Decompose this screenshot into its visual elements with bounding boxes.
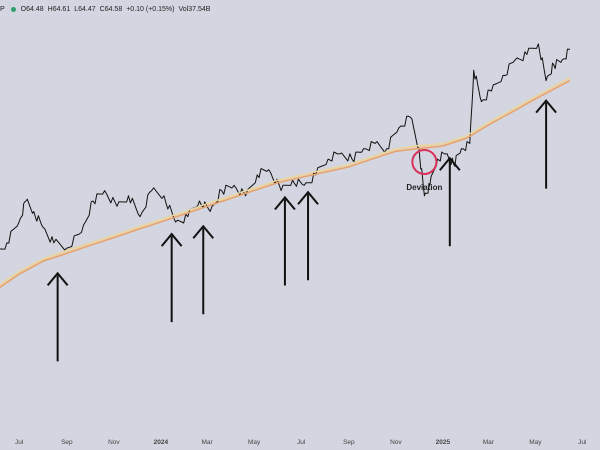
- x-tick-label: May: [529, 439, 542, 446]
- x-tick-label: Mar: [483, 439, 495, 446]
- deviation-circle: [411, 149, 438, 175]
- moving-average-line: [0, 79, 571, 289]
- support-arrow: [274, 195, 296, 286]
- low-value: L64.47: [74, 5, 96, 13]
- x-tick-label: Jul: [578, 439, 587, 446]
- support-arrow: [297, 190, 319, 281]
- moving-average-line: [0, 76, 571, 286]
- x-tick-label: 2024: [154, 439, 169, 446]
- x-tick-label: Nov: [108, 439, 120, 446]
- support-arrow: [192, 224, 215, 315]
- x-tick-label: Sep: [61, 439, 73, 446]
- deviation-label: Deviation: [406, 183, 442, 192]
- support-arrow: [535, 99, 557, 189]
- change-value: +0.10 (+0.15%): [126, 5, 175, 13]
- price-line: [0, 43, 570, 251]
- ohlc-header: P O64.48 H64.61 L64.47 C64.58 +0.10 (+0.…: [0, 2, 214, 16]
- symbol-label[interactable]: P: [0, 5, 5, 13]
- x-tick-label: Nov: [390, 439, 402, 446]
- open-value: O64.48: [20, 5, 44, 13]
- x-tick-label: Jul: [297, 439, 306, 446]
- support-arrow: [160, 232, 183, 323]
- volume-value: Vol37.54B: [178, 5, 211, 13]
- x-tick-label: May: [248, 439, 261, 446]
- close-value: C64.58: [99, 5, 123, 13]
- high-value: H64.61: [47, 5, 71, 13]
- support-arrow: [439, 156, 461, 247]
- support-arrow: [46, 271, 69, 362]
- x-tick-label: Mar: [202, 439, 214, 446]
- x-tick-label: 2025: [436, 439, 451, 446]
- x-tick-label: Jul: [15, 439, 24, 446]
- market-status-icon: [10, 6, 16, 12]
- x-tick-label: Sep: [343, 439, 355, 446]
